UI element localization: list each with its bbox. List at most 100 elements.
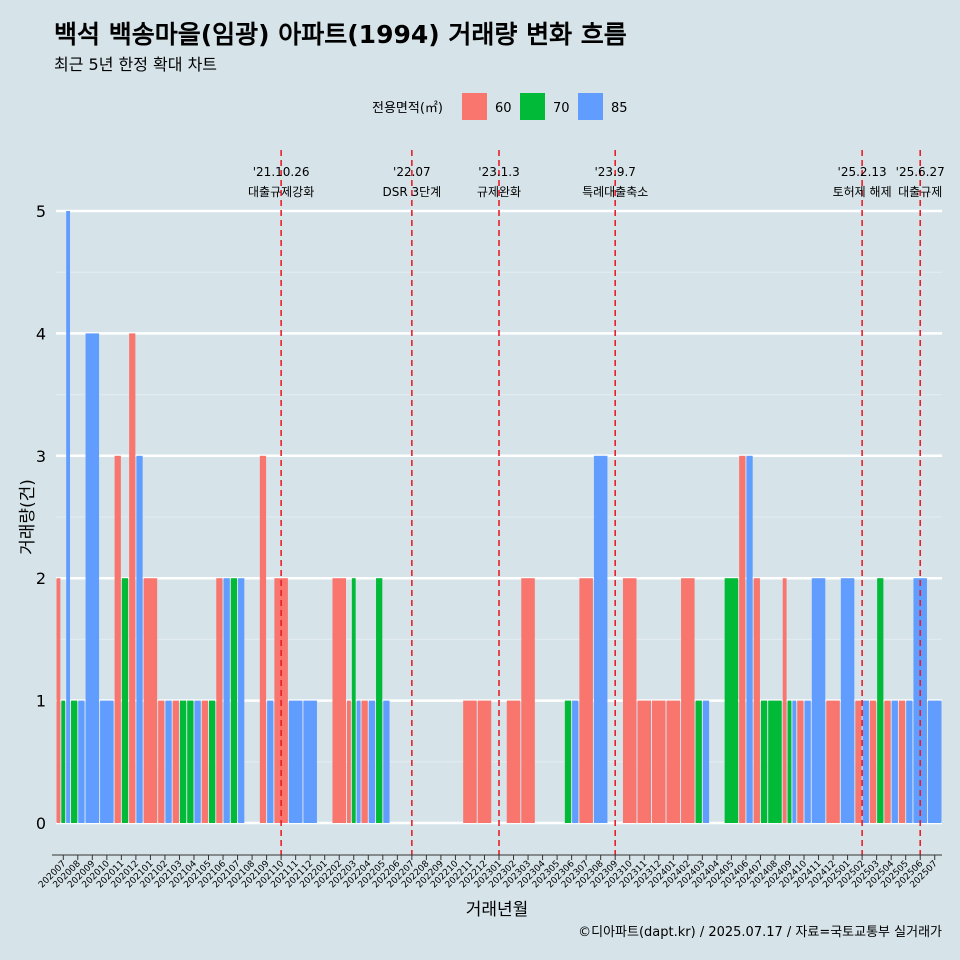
bar-70-202409 xyxy=(787,700,792,823)
bar-85-202504 xyxy=(891,700,898,823)
bar-60-202310 xyxy=(622,578,637,823)
bar-85-202410 xyxy=(804,700,811,823)
bar-60-202410 xyxy=(797,700,804,823)
event-date-202309: '23.9.7 xyxy=(594,165,635,179)
bar-85-202012 xyxy=(136,455,143,823)
bar-60-202007 xyxy=(56,578,61,823)
bar-85-202104 xyxy=(194,700,201,823)
bar-60-202203 xyxy=(346,700,351,823)
bar-70-202503 xyxy=(877,578,884,823)
bar-60-202406 xyxy=(739,455,746,823)
y-tick-label: 4 xyxy=(36,324,46,343)
bar-70-202203 xyxy=(351,578,356,823)
legend-swatch-85 xyxy=(578,93,603,120)
bar-70-202011 xyxy=(121,578,129,823)
bar-60-202505 xyxy=(898,700,906,823)
bar-85-202501 xyxy=(840,578,855,823)
bar-60-202011 xyxy=(114,455,121,823)
bar-85-202505 xyxy=(906,700,913,823)
chart-subtitle: 최근 5년 한정 확대 차트 xyxy=(54,55,217,74)
event-date-202506: '25.6.27 xyxy=(896,165,945,179)
y-tick-label: 1 xyxy=(36,692,46,711)
bar-60-202303 xyxy=(521,578,535,823)
bar-60-202409 xyxy=(782,578,787,823)
bar-85-202109 xyxy=(267,700,274,823)
y-tick-label: 5 xyxy=(36,202,46,221)
bar-85-202107 xyxy=(238,578,245,823)
bar-70-202403 xyxy=(695,700,702,823)
bar-85-202009 xyxy=(85,333,100,823)
bar-60-202101 xyxy=(143,578,158,823)
y-tick-label: 0 xyxy=(36,814,46,833)
bar-85-202205 xyxy=(383,700,390,823)
bar-60-202402 xyxy=(681,578,695,823)
y-axis-title: 거래량(건) xyxy=(18,479,38,555)
bar-70-202306 xyxy=(564,700,572,823)
bar-70-202408 xyxy=(768,700,782,823)
bar-60-202012 xyxy=(129,333,136,823)
legend-swatch-60 xyxy=(462,93,487,120)
bar-70-202107 xyxy=(230,578,238,823)
event-date-202110: '21.10.26 xyxy=(253,165,310,179)
legend-swatch-70 xyxy=(520,93,545,120)
bar-85-202203 xyxy=(356,700,361,823)
y-tick-label: 3 xyxy=(36,447,46,466)
bar-85-202308 xyxy=(593,455,608,823)
bar-60-202502 xyxy=(855,700,862,823)
bar-85-202008 xyxy=(78,700,85,823)
bar-85-202507 xyxy=(927,700,942,823)
bar-60-202302 xyxy=(506,700,521,823)
bar-60-202102 xyxy=(158,700,165,823)
bar-70-202008 xyxy=(71,700,78,823)
event-date-202207: '22.07 xyxy=(393,165,431,179)
legend: 전용면적(㎡) 60 70 85 xyxy=(372,93,628,120)
bar-85-202411 xyxy=(811,578,826,823)
bar-85-202010 xyxy=(100,700,114,823)
bar-70-202104 xyxy=(187,700,194,823)
bar-60-202106 xyxy=(216,578,223,823)
bar-70-202007 xyxy=(61,700,66,823)
bar-85-202406 xyxy=(746,455,753,823)
bar-70-202105 xyxy=(209,700,216,823)
event-label-202506: 대출규제 xyxy=(898,185,942,199)
bar-70-202103 xyxy=(179,700,187,823)
bar-60-202202 xyxy=(332,578,346,823)
bar-60-202504 xyxy=(884,700,891,823)
bar-85-202409 xyxy=(792,700,797,823)
event-label-202502: 토허제 해제 xyxy=(833,185,892,199)
event-label-202207: DSR 3단계 xyxy=(382,185,441,199)
bar-70-202405 xyxy=(724,578,739,823)
legend-title: 전용면적(㎡) xyxy=(372,101,443,116)
bar-85-202502 xyxy=(862,700,869,823)
event-date-202301: '23.1.3 xyxy=(478,165,519,179)
x-axis-title: 거래년월 xyxy=(466,900,529,920)
bar-60-202412 xyxy=(826,700,840,823)
bar-60-202307 xyxy=(579,578,593,823)
event-label-202301: 규제완화 xyxy=(477,185,521,199)
bar-85-202112 xyxy=(303,700,317,823)
event-label-202110: 대출규제강화 xyxy=(248,185,314,199)
bar-85-202204 xyxy=(368,700,376,823)
bar-60-202103 xyxy=(172,700,179,823)
bar-85-202306 xyxy=(572,700,579,823)
bar-60-202109 xyxy=(259,455,267,823)
bar-85-202102 xyxy=(165,700,172,823)
bar-60-202311 xyxy=(637,700,652,823)
legend-label-70: 70 xyxy=(553,101,570,116)
chart-title: 백석 백송마을(임광) 아파트(1994) 거래량 변화 흐름 xyxy=(54,20,627,49)
bar-70-202205 xyxy=(376,578,383,823)
bar-85-202106 xyxy=(223,578,230,823)
source-caption: ©디아파트(dapt.kr) / 2025.07.17 / 자료=국토교통부 실… xyxy=(578,925,942,940)
legend-label-85: 85 xyxy=(611,101,628,116)
bar-60-202312 xyxy=(652,700,666,823)
bar-60-202401 xyxy=(666,700,681,823)
bar-60-202211 xyxy=(463,700,477,823)
bar-60-202204 xyxy=(361,700,368,823)
bar-60-202105 xyxy=(201,700,209,823)
legend-label-60: 60 xyxy=(495,101,512,116)
bar-85-202007 xyxy=(66,211,71,823)
bar-60-202407 xyxy=(753,578,760,823)
bar-60-202212 xyxy=(477,700,492,823)
